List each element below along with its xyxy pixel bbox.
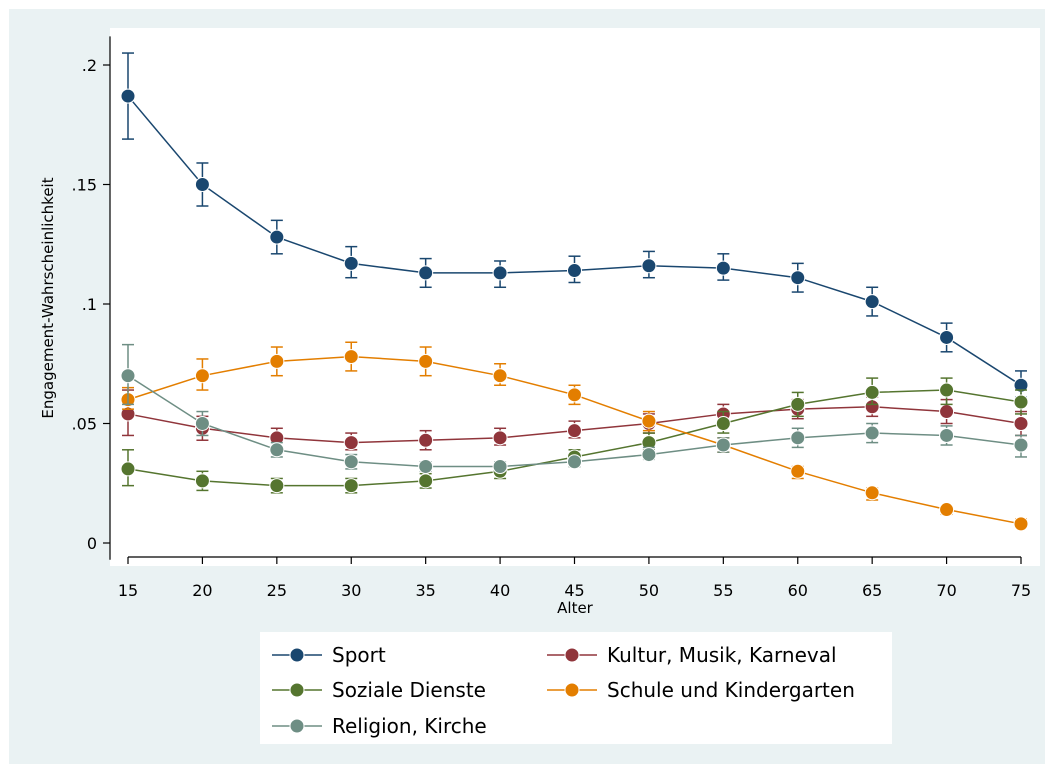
data-point [790, 396, 806, 412]
data-point [1013, 416, 1029, 431]
y-axis: 0 .05 .1 .15 .2 [72, 36, 111, 560]
data-point [343, 349, 359, 365]
data-point [194, 177, 210, 192]
legend-label: Religion, Kirche [332, 714, 487, 738]
data-point [567, 263, 582, 279]
data-point [715, 260, 731, 276]
x-tick-label: 25 [267, 581, 287, 600]
plot-area [110, 28, 1040, 566]
y-tick-label: .1 [82, 295, 97, 314]
data-point [790, 270, 806, 286]
y-tick-label: .15 [72, 176, 97, 195]
data-point [939, 404, 955, 420]
data-point [790, 430, 806, 446]
x-tick-label: 35 [415, 581, 435, 600]
data-point [492, 459, 508, 475]
data-point [939, 382, 955, 398]
legend-item-soziale-dienste: Soziale Dienste [272, 678, 486, 702]
data-point [120, 461, 136, 477]
data-point [567, 423, 582, 439]
data-point [939, 329, 955, 345]
data-point [492, 368, 508, 384]
x-axis-title: Alter [557, 599, 594, 617]
x-tick-label: 70 [936, 581, 956, 600]
y-tick-label: 0 [87, 534, 97, 553]
data-point [418, 265, 434, 281]
x-tick-label: 60 [788, 581, 808, 600]
data-point [864, 384, 880, 400]
x-tick-label: 45 [564, 581, 584, 600]
data-point [343, 435, 359, 451]
data-point [864, 294, 880, 310]
data-point [269, 353, 285, 369]
data-point [343, 255, 359, 271]
x-tick-label: 40 [490, 581, 510, 600]
data-point [1013, 394, 1029, 410]
legend-item-kultur-musik-karneval: Kultur, Musik, Karneval [547, 643, 837, 667]
series-schule-und-kindergarten [120, 341, 1029, 532]
data-point [1013, 516, 1029, 532]
data-point [194, 416, 210, 431]
legend-marker [289, 647, 305, 663]
legend-marker [564, 682, 580, 698]
legend: Sport Kultur, Musik, Karneval Soziale Dien… [272, 643, 855, 738]
data-point [864, 485, 880, 501]
data-point [1013, 437, 1029, 453]
data-point [790, 463, 806, 479]
legend-item-religion-kirche: Religion, Kirche [272, 714, 487, 738]
data-point [120, 368, 136, 384]
x-tick-label: 20 [192, 581, 212, 600]
data-point [567, 387, 582, 403]
series-layer [120, 52, 1029, 532]
x-tick-label: 50 [639, 581, 659, 600]
data-point [641, 258, 657, 274]
x-tick-label: 75 [1011, 581, 1031, 600]
data-point [269, 442, 285, 458]
x-tick-label: 30 [341, 581, 361, 600]
data-point [194, 473, 210, 489]
data-point [715, 437, 731, 453]
data-point [492, 265, 508, 281]
data-point [418, 459, 434, 475]
data-point [194, 368, 210, 384]
series-religion-kirche [120, 343, 1029, 475]
x-tick-label: 65 [862, 581, 882, 600]
legend-item-sport: Sport [272, 643, 386, 667]
series-sport [120, 52, 1029, 398]
x-axis: 15 20 25 30 35 40 45 50 55 60 65 70 75 [118, 556, 1031, 600]
data-point [715, 416, 731, 431]
data-point [120, 88, 136, 104]
y-tick-label: .05 [72, 415, 97, 434]
data-point [567, 454, 582, 470]
data-point [418, 353, 434, 369]
legend-label: Kultur, Musik, Karneval [607, 643, 837, 667]
data-point [939, 502, 955, 518]
data-point [641, 447, 657, 463]
data-point [269, 478, 285, 494]
data-point [939, 427, 955, 443]
data-point [269, 229, 285, 245]
x-tick-label: 15 [118, 581, 138, 600]
legend-label: Sport [332, 643, 386, 667]
legend-marker [289, 682, 305, 698]
legend-item-schule-und-kindergarten: Schule und Kindergarten [547, 678, 855, 702]
x-tick-label: 55 [713, 581, 733, 600]
data-point [343, 478, 359, 494]
data-point [864, 425, 880, 441]
data-point [418, 473, 434, 489]
data-point [641, 413, 657, 429]
legend-marker [289, 718, 305, 734]
data-point [418, 432, 434, 448]
legend-label: Soziale Dienste [332, 678, 486, 702]
data-point [343, 454, 359, 470]
y-tick-label: .2 [82, 56, 97, 75]
legend-marker [564, 647, 580, 663]
data-point [492, 430, 508, 446]
legend-label: Schule und Kindergarten [607, 678, 855, 702]
y-axis-title: Engagement-Wahrscheinlichkeit [39, 177, 57, 418]
